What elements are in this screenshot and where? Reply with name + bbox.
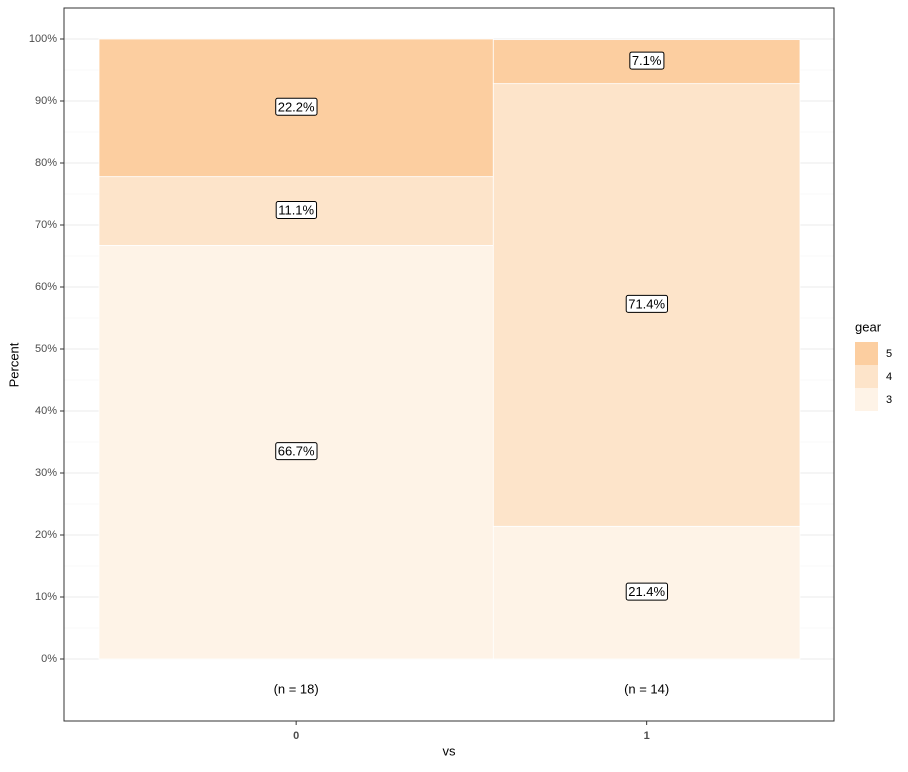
legend-label: 5 — [886, 348, 892, 360]
legend-key — [855, 365, 878, 388]
value-label-box — [625, 582, 669, 601]
y-tick-label: 50% — [35, 343, 57, 355]
count-label: (n = 14) — [624, 681, 669, 696]
count-label: (n = 18) — [274, 681, 319, 696]
value-label-box — [275, 200, 318, 219]
panel-border — [63, 7, 835, 722]
value-label: 7.1% — [632, 53, 662, 68]
y-tick-label: 0% — [41, 653, 57, 665]
value-label: 71.4% — [628, 296, 665, 311]
value-label-box — [629, 51, 665, 70]
x-axis-title: vs — [443, 743, 457, 758]
value-label: 22.2% — [278, 99, 315, 114]
y-tick-label: 90% — [35, 95, 57, 107]
legend-key — [855, 342, 878, 365]
legend-key — [855, 388, 878, 411]
legend-title: gear — [855, 319, 882, 334]
value-label-box — [275, 97, 318, 116]
y-tick-label: 20% — [35, 529, 57, 541]
legend-label: 3 — [886, 394, 892, 406]
y-tick-label: 10% — [35, 591, 57, 603]
value-label-box — [275, 442, 318, 461]
value-label: 21.4% — [628, 584, 665, 599]
x-tick-label: 0 — [293, 730, 299, 742]
value-label: 11.1% — [278, 202, 314, 217]
value-label-box — [625, 294, 669, 313]
y-tick-label: 60% — [35, 281, 57, 293]
y-tick-label: 80% — [35, 157, 57, 169]
x-tick-label: 1 — [644, 730, 650, 742]
y-tick-label: 30% — [35, 467, 57, 479]
y-tick-label: 100% — [29, 33, 57, 45]
y-tick-label: 70% — [35, 219, 57, 231]
y-axis-title: Percent — [6, 342, 21, 387]
legend-label: 4 — [886, 371, 892, 383]
value-label: 66.7% — [278, 444, 315, 459]
y-tick-label: 40% — [35, 405, 57, 417]
